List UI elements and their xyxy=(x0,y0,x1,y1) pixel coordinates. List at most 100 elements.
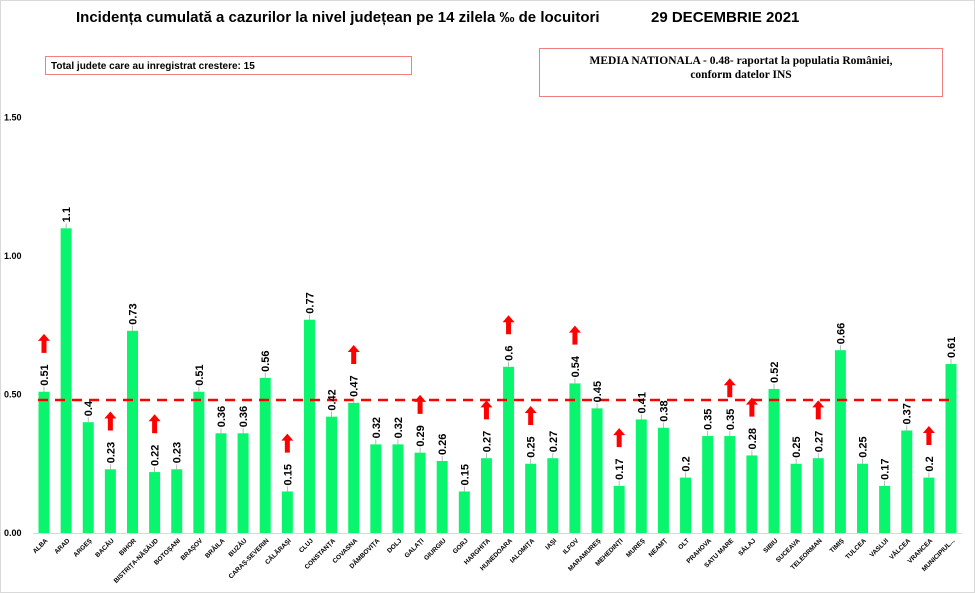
bar-argeș xyxy=(82,422,94,533)
increase-arrow-icon xyxy=(745,397,758,417)
increase-arrow-icon xyxy=(723,378,736,398)
x-tick-label: CARAȘ-SEVERIN xyxy=(228,537,271,580)
bar-ilfov xyxy=(569,383,581,533)
bar-brașov xyxy=(193,391,205,533)
bar-prahova xyxy=(702,436,714,533)
bar-ialomița xyxy=(525,463,537,533)
bar-cluj xyxy=(303,319,315,533)
data-label: 0.29 xyxy=(415,425,427,446)
x-tick-label: GALAȚI xyxy=(403,537,425,559)
data-label: 0.56 xyxy=(260,350,272,371)
y-tick-label: 1.00 xyxy=(4,251,22,261)
x-tick-label: TULCEA xyxy=(844,537,868,561)
bar-harghita xyxy=(480,458,492,533)
increase-arrow-icon xyxy=(38,333,50,353)
x-tick-label: VASLUI xyxy=(869,537,891,559)
bar-hunedoara xyxy=(503,366,515,533)
bar-bacău xyxy=(104,469,116,533)
x-tick-label: IALOMIȚA xyxy=(509,537,536,564)
increase-arrow-icon xyxy=(922,426,935,445)
data-label: 0.27 xyxy=(481,431,493,452)
data-label: 0.47 xyxy=(349,375,361,396)
bar-bistrița-năsăud xyxy=(149,472,161,533)
data-label: 0.66 xyxy=(835,323,847,344)
increase-arrow-icon xyxy=(104,411,117,431)
data-label: 0.17 xyxy=(880,458,892,479)
bar-arad xyxy=(60,228,72,534)
data-label: 0.32 xyxy=(393,417,405,438)
data-label: 0.23 xyxy=(105,442,117,463)
x-tick-label: BRAȘOV xyxy=(180,537,205,562)
bar-sibiu xyxy=(768,388,780,533)
x-tick-label: ARAD xyxy=(53,537,71,555)
data-label: 0.17 xyxy=(614,458,626,479)
data-label: 0.36 xyxy=(216,406,228,427)
total-increase-annotation: Total judete care au inregistrat crester… xyxy=(45,56,412,75)
bar-dolj xyxy=(392,444,404,533)
increase-arrow-icon xyxy=(568,325,581,345)
bar-brăila xyxy=(215,433,227,533)
national-average-annotation: MEDIA NATIONALA - 0.48- raportat la popu… xyxy=(539,48,943,97)
x-tick-label: OLT xyxy=(677,537,691,551)
data-label: 0.26 xyxy=(437,434,449,455)
data-label: 0.54 xyxy=(570,355,582,377)
data-label: 0.15 xyxy=(282,464,294,485)
data-label: 0.4 xyxy=(83,400,95,416)
x-tick-label: TIMIȘ xyxy=(829,537,847,555)
bar-sălaj xyxy=(746,455,758,533)
bar-gorj xyxy=(458,491,470,533)
bar-iași xyxy=(547,458,559,533)
data-label: 0.25 xyxy=(858,436,870,457)
y-tick-label: 0.50 xyxy=(4,390,22,400)
increase-arrow-icon xyxy=(281,433,294,453)
increase-arrow-icon xyxy=(480,400,493,420)
bar-caraș-severin xyxy=(259,377,271,533)
x-tick-label: SĂLAJ xyxy=(736,536,758,558)
bar-constanța xyxy=(326,416,338,533)
x-tick-label: ALBA xyxy=(32,537,50,555)
data-label: 1.1 xyxy=(61,207,73,222)
data-label: 0.45 xyxy=(592,381,604,402)
data-label: 0.25 xyxy=(791,436,803,457)
data-label: 0.27 xyxy=(813,431,825,452)
increase-arrow-icon xyxy=(414,394,427,414)
x-tick-label: ARGEȘ xyxy=(72,537,94,559)
bar-călărași xyxy=(281,491,293,533)
national-average-line2: conform datelor INS xyxy=(690,69,792,81)
increase-arrow-icon xyxy=(613,428,626,448)
bar-tulcea xyxy=(857,463,869,533)
data-label: 0.2 xyxy=(924,456,936,471)
x-tick-label: BIHOR xyxy=(118,537,138,557)
data-label: 0.38 xyxy=(658,400,670,421)
bar-olt xyxy=(680,477,692,533)
data-label: 0.35 xyxy=(725,409,737,430)
x-tick-label: SIBIU xyxy=(762,537,779,554)
data-label: 0.27 xyxy=(548,431,560,452)
bar-galați xyxy=(414,452,426,533)
data-label: 0.6 xyxy=(504,346,516,361)
bar-neamț xyxy=(657,427,669,533)
increase-arrow-icon xyxy=(524,405,537,425)
x-tick-label: IAȘI xyxy=(544,537,558,551)
chart-date: 29 DECEMBRIE 2021 xyxy=(651,9,800,26)
data-label: 0.61 xyxy=(946,337,958,358)
bar-vrancea xyxy=(923,477,935,533)
data-label: 0.51 xyxy=(39,364,51,385)
data-label: 0.73 xyxy=(127,303,139,324)
bar-alba xyxy=(38,391,50,533)
bar-dâmbovița xyxy=(370,444,382,533)
data-label: 0.2 xyxy=(681,456,693,471)
data-label: 0.32 xyxy=(371,417,383,438)
bar-vaslui xyxy=(879,485,891,533)
bar-botoșani xyxy=(171,469,183,533)
data-label: 0.52 xyxy=(769,362,781,383)
y-tick-label: 1.50 xyxy=(4,113,22,123)
x-tick-label: ILFOV xyxy=(562,537,581,556)
increase-arrow-icon xyxy=(148,414,161,434)
chart-title: Incidența cumulată a cazurilor la nivel … xyxy=(76,9,600,26)
x-tick-label: BRĂILA xyxy=(203,536,227,560)
data-label: 0.23 xyxy=(172,442,184,463)
bar-maramureș xyxy=(591,408,603,533)
data-label: 0.28 xyxy=(747,428,759,449)
bar-vâlcea xyxy=(901,430,913,533)
